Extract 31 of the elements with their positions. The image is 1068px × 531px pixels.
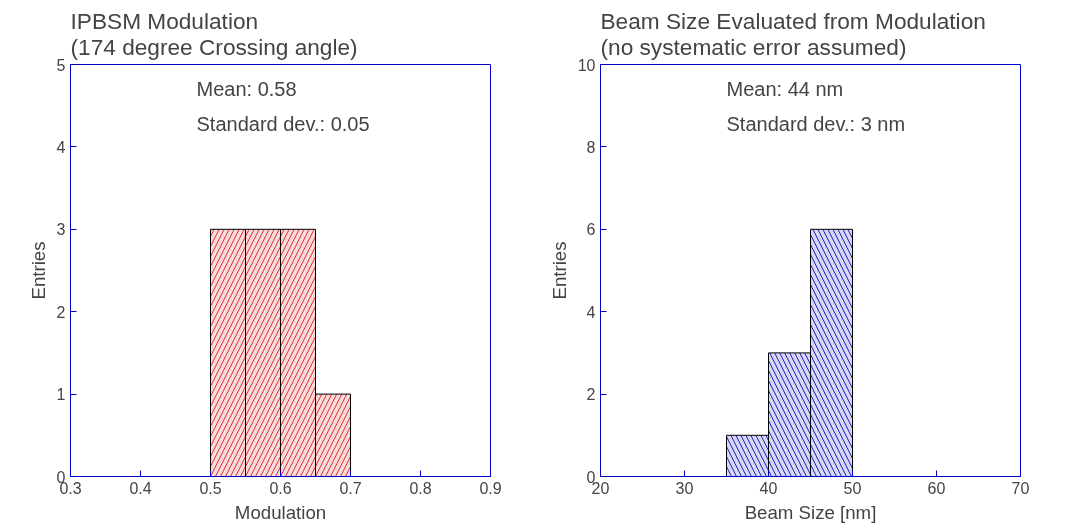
x-tick-label: 50 — [843, 479, 862, 497]
x-axis-title: Beam Size [nm] — [744, 501, 877, 523]
x-axis-title: Modulation — [234, 501, 327, 523]
x-tick-label: 0.7 — [339, 479, 362, 497]
annotation: Standard dev.: 0.05 — [196, 113, 370, 136]
annotation: Mean: 44 nm — [726, 78, 844, 101]
y-axis-title: Entries — [548, 241, 570, 300]
chart-title: IPBSM Modulation (174 degree Crossing angle) — [70, 7, 358, 60]
x-tick-label: 60 — [927, 479, 946, 497]
x-tick-label: 0.4 — [129, 479, 152, 497]
y-tick-label: 8 — [586, 138, 596, 156]
y-tick-label: 4 — [586, 303, 596, 321]
y-tick-label: 2 — [586, 386, 596, 404]
y-tick-label: 10 — [577, 56, 596, 74]
y-tick-label: 3 — [56, 221, 66, 239]
annotation: Mean: 0.58 — [196, 78, 297, 101]
y-tick-label: 1 — [56, 386, 66, 404]
y-tick-label: 2 — [56, 303, 66, 321]
y-tick-label: 5 — [56, 56, 66, 74]
chart-title: Beam Size Evaluated from Modulation (no systematic error assumed) — [600, 7, 986, 60]
y-axis-title: Entries — [27, 241, 49, 300]
x-tick-label: 0.9 — [479, 479, 502, 497]
x-tick-label: 30 — [675, 479, 694, 497]
y-tick-label: 4 — [56, 138, 66, 156]
x-tick-label: 0.5 — [199, 479, 222, 497]
x-tick-label: 0.6 — [269, 479, 292, 497]
x-tick-label: 70 — [1011, 479, 1030, 497]
x-tick-label: 0.8 — [409, 479, 432, 497]
annotation: Standard dev.: 3 nm — [726, 113, 906, 136]
x-tick-label: 40 — [759, 479, 778, 497]
y-tick-label: 6 — [586, 221, 596, 239]
